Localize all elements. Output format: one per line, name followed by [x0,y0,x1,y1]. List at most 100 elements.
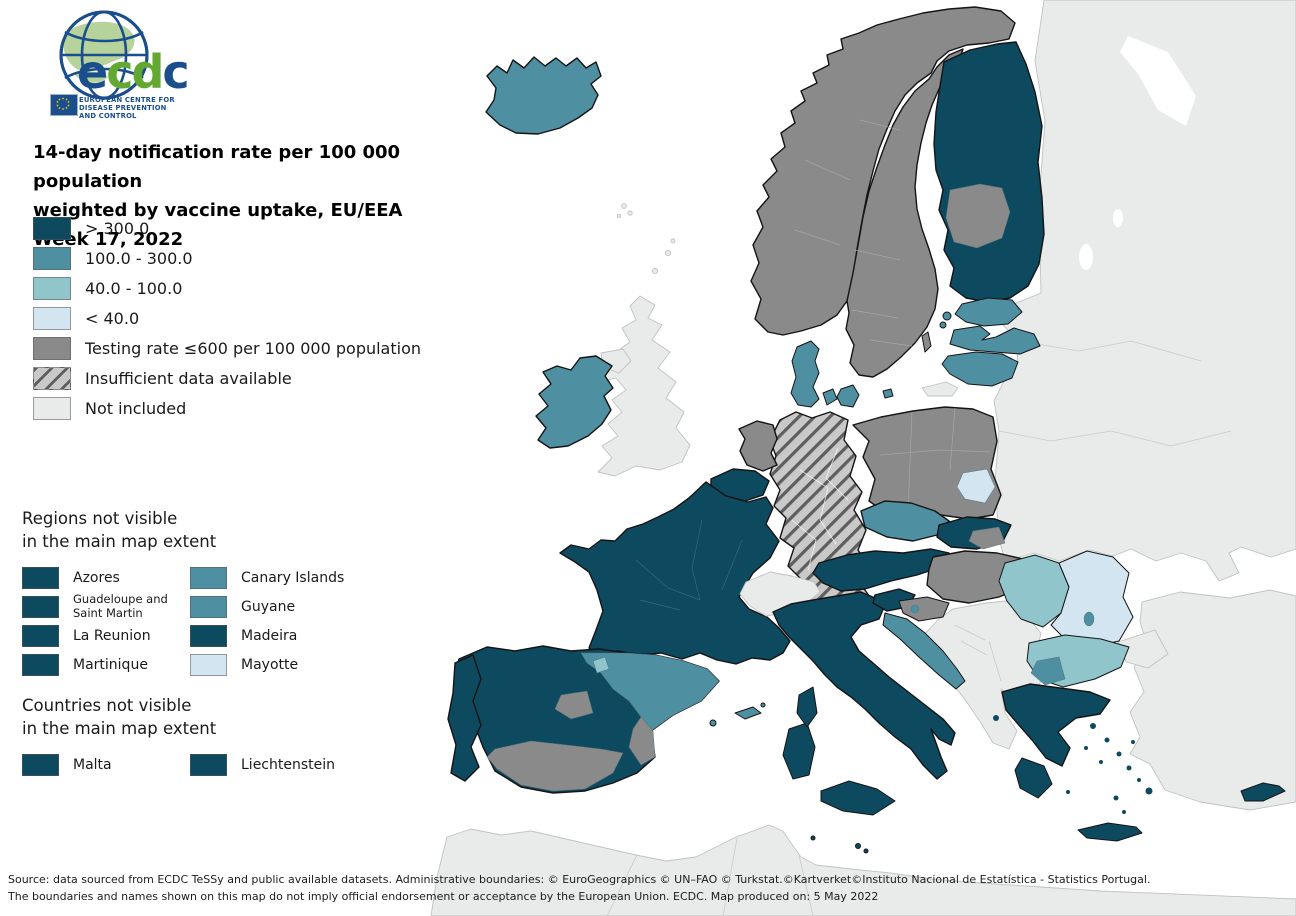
region-item-guadeloupe: Guadeloupe and Saint Martin [22,592,190,621]
title-line-2: weighted by vaccine uptake, EU/EEA [33,200,403,221]
map-eastern-neighbours [993,0,1296,582]
map-italian-islands [810,835,869,854]
scandinavia-internal-borders [794,119,913,347]
regions-legend: Regions not visible in the main map exte… [22,507,422,679]
ecdc-wordmark: ecdc [77,45,190,99]
map-portugal [447,654,482,782]
germany-state-borders [791,447,849,571]
legend-label: Insufficient data available [85,368,292,388]
legend-swatch-insufficient-data [33,366,71,390]
map-spain-madrid [554,690,594,720]
map-spain-northeast [580,652,720,732]
ecdc-logo: ecdc EUROPEAN CENTRE FOR DISEASE PREVENT… [30,5,320,125]
map-title: 14-day notification rate per 100 000 pop… [33,138,503,254]
map-france [559,481,791,665]
legend-row: Testing rate ≤600 per 100 000 population [33,333,421,363]
legend-label: 100.0 - 300.0 [85,248,193,268]
source-line-2: The boundaries and names shown on this m… [8,890,879,903]
map-croatia-coast [882,612,966,690]
legend-row: < 40.0 [33,303,421,333]
map-lithuania [941,351,1019,387]
region-label: Guadeloupe and Saint Martin [73,592,168,620]
map-greek-islands [993,715,1153,814]
region-item-la-reunion: La Reunion [22,621,190,650]
map-greece [1001,683,1111,767]
region-label: Azores [73,569,120,586]
map-netherlands [738,420,778,472]
legend-swatch-40-100 [33,276,71,300]
region-swatch [22,653,59,676]
region-label: Canary Islands [241,569,345,586]
region-swatch [190,566,227,589]
map-corsica [796,686,818,728]
map-sweden [845,48,964,378]
map-poland-central-region [956,468,996,504]
map-north-africa [430,824,1296,916]
country-swatch [190,753,227,776]
legend: > 300.0 100.0 - 300.0 40.0 - 100.0 < 40.… [33,213,421,423]
legend-swatch-100-300 [33,246,71,270]
legend-label: 40.0 - 100.0 [85,278,183,298]
map-gotland [921,331,932,353]
country-label: Liechtenstein [241,756,336,773]
legend-row: 40.0 - 100.0 [33,273,421,303]
country-label: Malta [73,756,112,773]
ecdc-globe-icon [59,10,149,100]
region-item-mayotte: Mayotte [190,650,422,679]
legend-row: Insufficient data available [33,363,421,393]
legend-swatch-not-included [33,396,71,420]
map-bulgaria-southwest [1030,656,1066,686]
map-latvia [949,325,1041,355]
country-swatch [22,753,59,776]
region-label: Madeira [241,627,298,644]
region-item-madeira: Madeira [190,621,422,650]
map-balearic-islands [709,702,766,727]
country-item-liechtenstein: Liechtenstein [190,750,422,779]
map-cyprus [1240,782,1286,802]
map-norway [750,6,1016,336]
ecdc-org-name: EUROPEAN CENTRE FOR DISEASE PREVENTION A… [79,96,175,120]
map-peloponnese [1014,757,1053,799]
map-spain-rioja [592,656,610,674]
white-sea [1120,36,1196,126]
france-region-borders [635,519,743,611]
map-sicily [820,780,896,816]
map-spain-southeast [628,716,656,766]
legend-label: Testing rate ≤600 per 100 000 population [85,338,422,358]
eu-flag-icon [50,94,78,116]
countries-legend-title: Countries not visible in the main map ex… [22,696,217,738]
map-sardinia [782,722,816,780]
region-swatch [190,624,227,647]
map-shetland-orkney [651,238,676,275]
map-finland [933,41,1045,303]
map-romania-west [998,554,1070,628]
legend-swatch-lt40 [33,306,71,330]
legend-label: > 300.0 [85,218,150,238]
map-kaliningrad [921,381,959,397]
source-line-1: Source: data sourced from ECDC TeSSy and… [8,873,1151,886]
poland-internal-borders [879,407,991,515]
region-item-martinique: Martinique [22,650,190,679]
map-slovakia-east-region [968,526,1006,550]
regions-legend-title: Regions not visible in the main map exte… [22,509,217,551]
region-label: Mayotte [241,656,299,673]
region-swatch [190,653,227,676]
map-croatia-zagreb [910,604,920,614]
map-denmark [790,340,894,408]
legend-row: 100.0 - 300.0 [33,243,421,273]
map-faroe-islands [616,203,633,219]
map-romania-east [1050,550,1134,648]
legend-row: > 300.0 [33,213,421,243]
country-item-malta: Malta [22,750,190,779]
region-swatch [22,595,59,618]
map-ireland [535,355,614,449]
legend-swatch-testing-rate [33,336,71,360]
region-label: La Reunion [73,627,151,644]
map-finland-central-region [945,183,1011,249]
map-turkey [1129,589,1296,811]
legend-label: Not included [85,398,187,418]
lake-ladoga [1079,244,1093,270]
source-note: Source: data sourced from ECDC TeSSy and… [8,871,1288,905]
legend-label: < 40.0 [85,308,140,328]
